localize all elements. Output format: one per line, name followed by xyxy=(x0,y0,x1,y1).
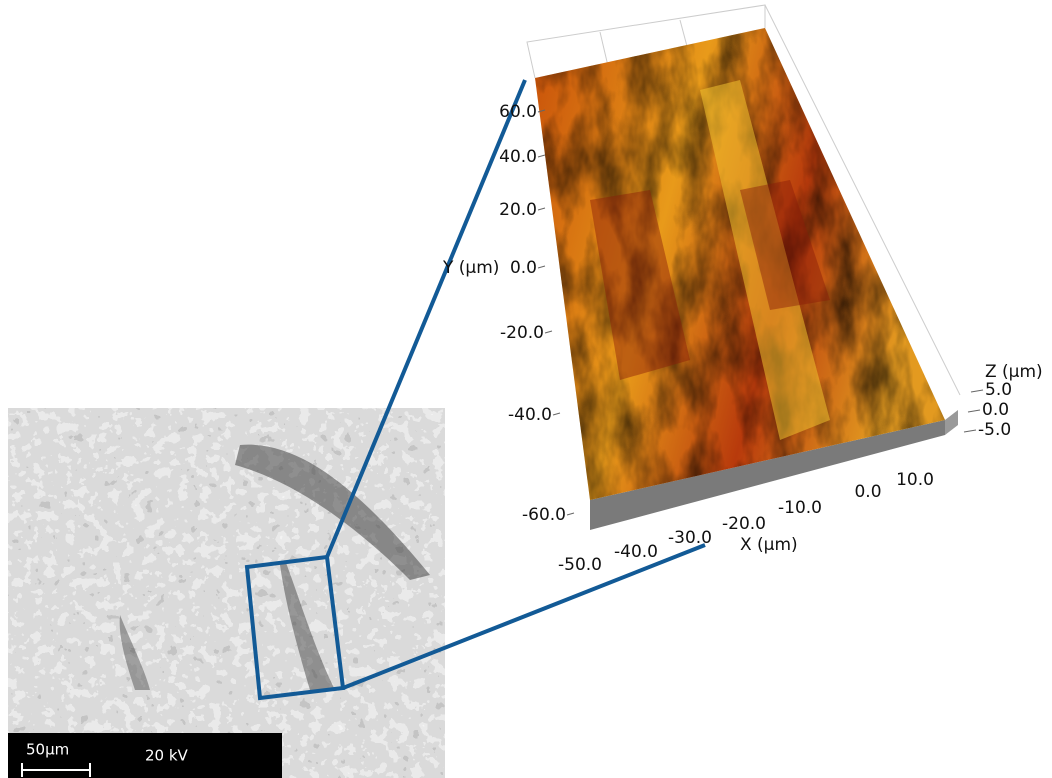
x-tick-label: -50.0 xyxy=(558,555,602,575)
y-tick xyxy=(537,109,546,113)
afm-plot: Y (µm) X (µm) Z (µm) xyxy=(442,4,1043,555)
x-tick-label: -20.0 xyxy=(722,514,766,534)
y-tick-label: -40.0 xyxy=(508,405,552,425)
y-tick xyxy=(552,412,561,416)
y-tick xyxy=(537,207,546,211)
z-axis-label: Z (µm) xyxy=(985,362,1043,382)
x-tick-label: -30.0 xyxy=(668,528,712,548)
y-tick-label: 60.0 xyxy=(499,102,537,122)
y-tick-label: 20.0 xyxy=(499,200,537,220)
x-tick-label: 0.0 xyxy=(854,482,881,502)
y-axis: Y (µm) xyxy=(442,258,499,278)
z-axis: Z (µm) xyxy=(985,362,1043,382)
x-tick-label: 10.0 xyxy=(896,470,934,490)
y-tick-label: 40.0 xyxy=(499,147,537,167)
y-tick xyxy=(544,330,553,334)
z-tick xyxy=(970,389,984,393)
z-tick-label: -5.0 xyxy=(978,420,1011,440)
x-axis-label: X (µm) xyxy=(740,535,798,555)
scale-bar-label: 50µm xyxy=(26,741,69,759)
y-tick-label: -60.0 xyxy=(522,505,566,525)
zoom-indicator xyxy=(244,79,706,701)
z-tick-label: 0.0 xyxy=(982,400,1009,420)
z-tick xyxy=(963,429,977,433)
sem-image: 50µm 20 kV xyxy=(8,408,445,778)
y-tick-label: -20.0 xyxy=(500,323,544,343)
y-tick-label: 0.0 xyxy=(510,258,537,278)
y-tick xyxy=(537,265,546,269)
x-axis: X (µm) xyxy=(740,535,798,555)
y-tick xyxy=(566,512,575,516)
y-tick xyxy=(537,154,546,158)
x-tick-label: -10.0 xyxy=(778,498,822,518)
x-tick-label: -40.0 xyxy=(614,542,658,562)
z-tick xyxy=(967,409,981,413)
y-axis-label: Y (µm) xyxy=(442,258,499,278)
z-tick-label: 5.0 xyxy=(985,380,1012,400)
voltage-label: 20 kV xyxy=(145,747,189,765)
